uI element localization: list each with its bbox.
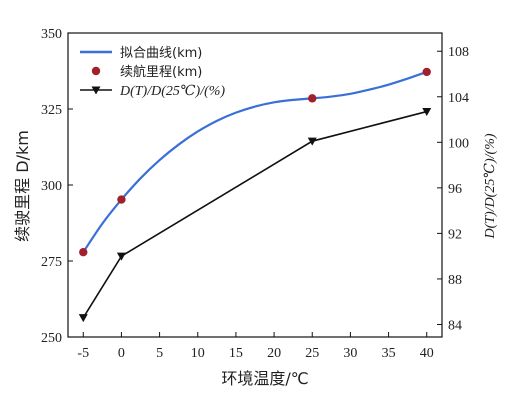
left-y-axis: 250 275 300 325 350 — [41, 27, 73, 346]
x-tick-label: 35 — [382, 346, 396, 361]
right-y-tick-label: 104 — [448, 91, 469, 106]
legend-label: 续航里程(km) — [120, 64, 202, 80]
x-tick-label: 20 — [267, 346, 281, 361]
left-y-tick-label: 350 — [41, 27, 62, 42]
right-y-tick-label: 108 — [448, 45, 469, 60]
ratio-data-point — [422, 108, 432, 117]
left-y-tick-label: 250 — [41, 331, 62, 346]
x-tick-label: 10 — [191, 346, 205, 361]
right-y-tick-label: 92 — [448, 227, 462, 242]
right-y-axis-label: D(T)/D(25℃)/(%) — [483, 133, 498, 239]
range-data-point — [79, 247, 88, 257]
x-axis-label: 环境温度/℃ — [221, 369, 308, 388]
x-axis: -5 0 5 10 15 20 25 30 35 40 — [77, 332, 434, 361]
left-y-axis-label: 续驶里程 D/km — [13, 130, 32, 242]
x-tick-label: 5 — [156, 346, 163, 361]
x-tick-label: 15 — [229, 346, 243, 361]
fitted-curve-line — [82, 70, 428, 253]
legend-dot-marker — [91, 66, 101, 76]
left-y-tick-label: 275 — [41, 255, 62, 270]
x-tick-label: 30 — [343, 346, 357, 361]
x-tick-label: 25 — [305, 346, 319, 361]
x-tick-label: 0 — [118, 346, 125, 361]
range-data-point — [117, 195, 126, 204]
legend-label: D(T)/D(25℃)/(%) — [119, 84, 225, 99]
right-y-tick-label: 100 — [448, 136, 469, 151]
left-y-tick-label: 325 — [41, 103, 62, 118]
right-y-tick-label: 84 — [448, 318, 462, 333]
ratio-data-point — [307, 137, 317, 146]
ratio-data-point — [116, 252, 126, 261]
right-y-tick-label: 88 — [448, 273, 462, 288]
range-data-point — [422, 67, 431, 77]
ratio-series-line — [82, 110, 427, 319]
range-data-point — [308, 94, 317, 103]
right-y-tick-label: 96 — [448, 182, 462, 197]
x-tick-label: -5 — [77, 346, 89, 361]
ratio-data-point — [78, 314, 88, 323]
series-layer — [78, 67, 432, 323]
legend: 拟合曲线(km) 续航里程(km) D(T)/D(25℃)/(%) — [80, 46, 225, 99]
right-y-axis: 84 88 92 96 100 104 108 — [437, 45, 469, 333]
legend-triangle-marker — [91, 86, 101, 95]
x-tick-label: 40 — [420, 346, 434, 361]
left-y-tick-label: 300 — [41, 179, 62, 194]
legend-label: 拟合曲线(km) — [120, 46, 202, 61]
